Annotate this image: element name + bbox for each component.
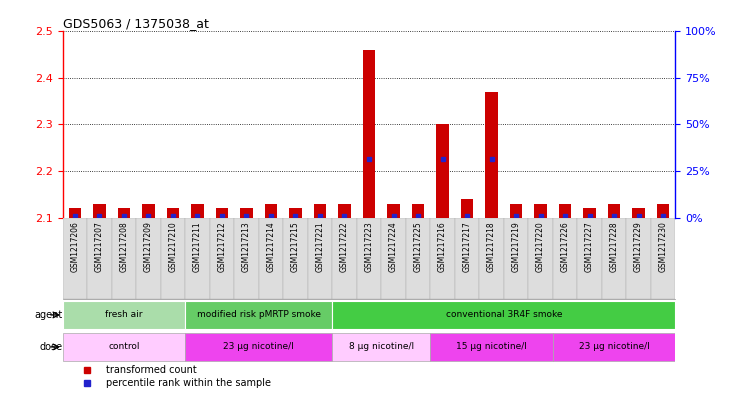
Text: GSM1217228: GSM1217228 [610,222,618,272]
Bar [657,204,669,217]
Bar [137,217,161,299]
Bar [406,217,430,299]
Text: GSM1217212: GSM1217212 [218,222,227,272]
Text: GSM1217210: GSM1217210 [168,222,177,272]
Bar [553,217,577,299]
Text: percentile rank within the sample: percentile rank within the sample [106,378,271,388]
Bar [534,204,547,217]
Text: control: control [108,342,139,351]
Bar [436,125,449,217]
Text: GSM1217218: GSM1217218 [487,222,496,272]
Text: GSM1217220: GSM1217220 [536,222,545,272]
Text: dose: dose [40,342,63,352]
Bar [216,208,228,217]
Bar [363,50,375,217]
Bar [191,204,204,217]
Bar [93,204,106,217]
Bar [486,92,497,217]
Bar [69,208,81,217]
Bar [455,217,479,299]
Bar [651,217,675,299]
Bar [161,217,185,299]
Text: GSM1217219: GSM1217219 [511,222,520,272]
Text: GSM1217226: GSM1217226 [561,222,570,272]
Bar [185,332,332,361]
Text: GSM1217221: GSM1217221 [316,222,325,272]
Text: 15 μg nicotine/l: 15 μg nicotine/l [456,342,527,351]
Text: GSM1217213: GSM1217213 [242,222,251,272]
Bar [332,217,356,299]
Bar [356,217,382,299]
Bar [504,217,528,299]
Text: agent: agent [35,310,63,320]
Bar [63,301,185,329]
Bar [583,208,596,217]
Bar [387,204,400,217]
Bar [461,199,473,217]
Bar [167,208,179,217]
Text: GSM1217211: GSM1217211 [193,222,202,272]
Bar [338,204,351,217]
Text: GSM1217223: GSM1217223 [365,222,373,272]
Text: GSM1217207: GSM1217207 [95,222,104,272]
Text: GSM1217229: GSM1217229 [634,222,643,272]
Bar [185,301,332,329]
Bar [259,217,283,299]
Text: conventional 3R4F smoke: conventional 3R4F smoke [446,310,562,320]
Bar [265,204,277,217]
Bar [632,208,645,217]
Bar [241,208,252,217]
Bar [627,217,651,299]
Bar [234,217,259,299]
Bar [63,332,185,361]
Text: GDS5063 / 1375038_at: GDS5063 / 1375038_at [63,17,209,30]
Bar [63,217,87,299]
Text: fresh air: fresh air [106,310,142,320]
Text: 23 μg nicotine/l: 23 μg nicotine/l [579,342,649,351]
Bar [332,301,675,329]
Bar [111,217,137,299]
Bar [553,332,675,361]
Text: GSM1217224: GSM1217224 [389,222,398,272]
Bar [332,332,430,361]
Bar [479,217,504,299]
Text: GSM1217225: GSM1217225 [413,222,422,272]
Text: GSM1217217: GSM1217217 [463,222,472,272]
Text: transformed count: transformed count [106,365,196,375]
Bar [142,204,155,217]
Bar [559,204,571,217]
Text: GSM1217227: GSM1217227 [585,222,594,272]
Bar [601,217,627,299]
Bar [528,217,553,299]
Text: GSM1217230: GSM1217230 [658,222,667,272]
Bar [314,204,326,217]
Text: GSM1217214: GSM1217214 [266,222,275,272]
Text: 23 μg nicotine/l: 23 μg nicotine/l [224,342,294,351]
Text: 8 μg nicotine/l: 8 μg nicotine/l [348,342,414,351]
Bar [577,217,601,299]
Bar [430,217,455,299]
Bar [430,332,553,361]
Bar [210,217,234,299]
Text: GSM1217209: GSM1217209 [144,222,153,272]
Text: GSM1217216: GSM1217216 [438,222,447,272]
Text: GSM1217215: GSM1217215 [291,222,300,272]
Bar [608,204,620,217]
Bar [118,208,130,217]
Bar [510,204,523,217]
Bar [382,217,406,299]
Bar [283,217,308,299]
Text: GSM1217206: GSM1217206 [71,222,80,272]
Bar [289,208,302,217]
Text: modified risk pMRTP smoke: modified risk pMRTP smoke [197,310,321,320]
Bar [308,217,332,299]
Bar [87,217,111,299]
Text: GSM1217222: GSM1217222 [340,222,349,272]
Bar [412,204,424,217]
Bar [185,217,210,299]
Text: GSM1217208: GSM1217208 [120,222,128,272]
